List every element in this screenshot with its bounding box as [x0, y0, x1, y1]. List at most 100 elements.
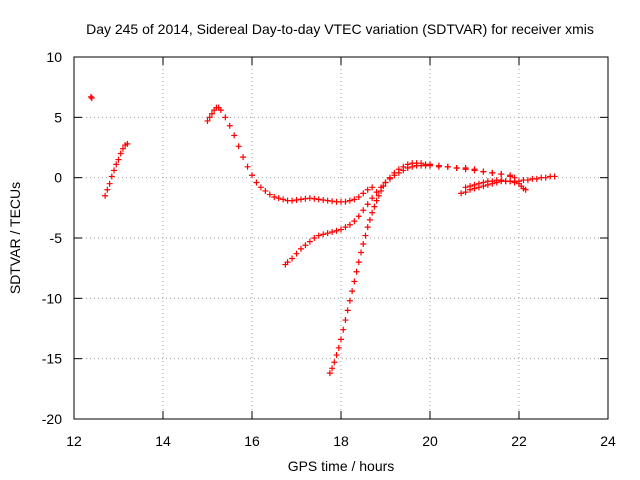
series-arc-1: [87, 93, 95, 102]
data-point: [360, 190, 367, 197]
data-point: [342, 317, 349, 324]
data-point: [542, 174, 549, 181]
data-point: [386, 174, 393, 181]
data-point: [507, 178, 514, 185]
data-point: [335, 344, 342, 351]
data-point: [306, 195, 313, 202]
data-point: [306, 238, 313, 245]
data-point: [253, 179, 260, 186]
data-point: [404, 161, 411, 168]
data-point: [119, 145, 126, 152]
data-point: [375, 192, 382, 199]
data-point: [257, 184, 264, 191]
y-tick-label: -15: [42, 351, 62, 367]
data-point: [320, 231, 327, 238]
data-point: [289, 197, 296, 204]
data-point: [329, 198, 336, 205]
x-tick-label: 18: [333, 433, 349, 449]
data-point: [400, 163, 407, 170]
data-point: [293, 250, 300, 257]
data-point: [462, 184, 469, 191]
data-point: [551, 173, 558, 180]
data-point: [395, 166, 402, 173]
data-point: [346, 221, 353, 228]
data-point: [349, 288, 356, 295]
data-point: [346, 197, 353, 204]
data-point: [329, 228, 336, 235]
data-point: [369, 195, 376, 202]
data-point: [371, 203, 378, 210]
data-point: [311, 195, 318, 202]
data-point: [380, 183, 387, 190]
data-point: [351, 196, 358, 203]
data-point: [382, 179, 389, 186]
data-point: [462, 165, 469, 172]
data-point: [115, 156, 122, 163]
data-point: [329, 365, 336, 372]
data-point: [226, 122, 233, 129]
data-point: [373, 189, 380, 196]
grid-layer: [74, 57, 608, 419]
data-point: [533, 175, 540, 182]
data-point: [289, 255, 296, 262]
data-point: [338, 336, 344, 343]
data-point: [344, 307, 351, 314]
data-point: [222, 114, 229, 121]
y-axis-label: SDTVAR / TECUs: [7, 182, 23, 294]
data-point: [364, 201, 371, 208]
data-point: [471, 166, 478, 173]
data-point: [297, 196, 304, 203]
data-point: [88, 95, 95, 102]
data-point: [498, 177, 505, 184]
data-point: [108, 173, 115, 180]
data-point: [87, 93, 94, 100]
data-point: [293, 196, 300, 203]
data-point: [111, 167, 118, 174]
data-point: [315, 196, 322, 203]
data-point: [266, 191, 273, 198]
y-tick-label: -10: [42, 290, 62, 306]
y-tick-label: -5: [50, 230, 63, 246]
data-point: [204, 117, 211, 124]
data-point: [364, 224, 371, 231]
data-point: [511, 179, 518, 186]
data-point: [231, 132, 238, 139]
data-point: [471, 181, 478, 188]
x-tick-label: 20: [422, 433, 438, 449]
data-point: [369, 209, 376, 216]
data-point: [373, 197, 380, 204]
series-arc-3: [204, 104, 376, 205]
x-tick-label: 14: [155, 433, 171, 449]
data-point: [480, 179, 487, 186]
data-point: [346, 297, 353, 304]
series-arc-2: [102, 140, 131, 199]
data-point: [489, 169, 496, 176]
data-point: [217, 107, 224, 114]
data-point: [311, 235, 318, 241]
data-point: [355, 193, 362, 200]
data-point: [360, 241, 367, 248]
data-point: [284, 259, 291, 266]
data-point: [369, 184, 376, 191]
data-point: [522, 186, 529, 193]
data-point: [489, 178, 496, 185]
data-point: [444, 163, 451, 170]
data-point: [458, 190, 465, 197]
data-point: [280, 196, 287, 203]
x-tick-label: 22: [511, 433, 527, 449]
data-point: [333, 227, 340, 234]
data-point: [480, 168, 487, 175]
data-point: [524, 177, 531, 184]
data-point: [297, 245, 304, 252]
data-point: [453, 165, 460, 172]
data-point: [326, 370, 333, 377]
data-point: [475, 180, 482, 187]
data-point: [302, 195, 309, 202]
data-point: [302, 242, 309, 249]
tick-layer: 12 14 16 18 20 22 24 -20 -15 -10 -5 0 5 10: [42, 49, 616, 449]
chart-title: Day 245 of 2014, Sidereal Day-to-day VTE…: [86, 21, 594, 37]
data-point: [208, 110, 215, 117]
y-tick-label: 5: [54, 109, 62, 125]
data-point: [320, 196, 327, 203]
